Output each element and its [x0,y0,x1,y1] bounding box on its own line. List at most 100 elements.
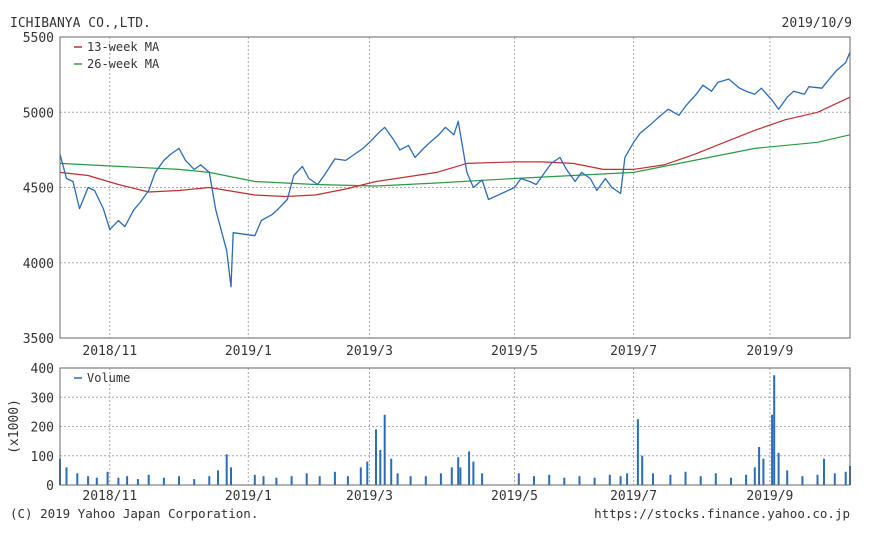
volume-bar [396,473,399,485]
volume-bar [593,477,596,485]
volume-bar [563,477,566,485]
volume-bar [208,476,211,485]
volume-bar [253,474,256,485]
volume-grid [60,368,850,485]
volume-bar [305,473,308,485]
volume-bar [178,476,180,485]
volume-bar [275,477,278,485]
volume-bar [459,467,462,485]
volume-y-tick-label: 100 [31,450,54,465]
price-x-tick-label: 2019/1 [225,344,272,359]
volume-bar [669,474,672,485]
price-y-tick-label: 5500 [23,31,54,46]
volume-frame [59,367,851,486]
volume-bar [76,473,79,485]
volume-bar [745,474,748,485]
volume-x-axis: 2018/11 2019/1 2019/3 2019/5 2019/7 2019/9 [82,489,793,504]
volume-bar [730,477,732,485]
volume-bar [468,451,471,485]
price-y-tick-label: 5000 [23,106,54,121]
volume-bar [758,447,761,485]
volume-bar [548,474,551,485]
volume-bar [379,449,382,485]
ma26-legend-label: 26-week MA [87,57,160,71]
volume-x-tick-label: 2019/1 [225,489,272,504]
price-series [59,51,851,288]
volume-legend: Volume [74,371,130,385]
ma13-line [59,96,851,198]
price-x-axis: 2018/11 2019/1 2019/3 2019/5 2019/7 2019/9 [82,344,793,359]
volume-bar [636,419,639,485]
volume-bar [457,457,460,485]
volume-bar [383,414,386,485]
volume-bar [533,476,535,485]
volume-y-tick-label: 0 [46,479,54,494]
volume-bar [409,476,412,485]
price-y-tick-label: 3500 [23,332,54,347]
volume-bar [126,476,129,485]
volume-bar [771,414,774,485]
as-of-date: 2019/10/9 [782,16,852,31]
volume-series [59,375,851,486]
volume-bar [844,471,847,485]
volume-bar [517,473,520,485]
volume-bar [95,477,98,485]
source-url: https://stocks.finance.yahoo.co.jp [594,506,850,521]
price-x-tick-label: 2019/9 [746,344,793,359]
volume-bar [773,375,776,485]
volume-bar [641,455,644,486]
volume-bar [87,476,90,485]
price-panel: 3500 4000 4500 5000 5500 2018/11 2019/1 2019/3… [23,31,851,359]
volume-bar [230,467,232,485]
price-y-tick-label: 4000 [23,257,54,272]
volume-bar [147,474,150,485]
volume-bar [472,461,475,485]
volume-bar [136,479,139,485]
volume-bar [481,473,484,485]
volume-bar [193,479,196,485]
volume-bar [608,474,611,485]
price-line [59,51,851,288]
volume-legend-label: Volume [87,371,130,385]
volume-bar [117,477,120,485]
volume-y-axis: 0 100 200 300 400 [31,362,54,494]
volume-bar [359,467,362,485]
volume-bar [801,476,804,485]
volume-bar [578,476,581,485]
volume-y-tick-label: 400 [31,362,54,377]
volume-bar [699,476,702,485]
price-y-tick-label: 4500 [23,182,54,197]
volume-y-axis-label: (x1000) [7,399,22,454]
volume-bar [106,471,109,485]
volume-bar [833,473,836,485]
volume-bar [162,477,165,485]
volume-bar [450,467,453,485]
volume-x-tick-label: 2019/3 [346,489,393,504]
volume-bar [439,473,442,485]
volume-y-tick-label: 300 [31,391,54,406]
volume-x-tick-label: 2019/9 [746,489,793,504]
copyright-text: (C) 2019 Yahoo Japan Corporation. [10,506,258,521]
volume-bar [290,476,293,485]
volume-bar [318,476,321,485]
company-name: ICHIBANYA CO.,LTD. [10,16,151,31]
ma13-legend-label: 13-week MA [87,40,160,54]
volume-bar [714,473,717,485]
volume-x-tick-label: 2019/5 [491,489,538,504]
volume-y-tick-label: 200 [31,421,54,436]
ma26-line [59,134,851,187]
volume-bar [217,470,219,485]
volume-bar [786,470,789,485]
price-legend: 13-week MA 26-week MA [74,40,160,71]
volume-bar [684,471,687,485]
volume-bar [777,452,780,485]
price-frame [59,36,851,339]
volume-bar [652,473,654,485]
price-x-tick-label: 2019/3 [346,344,393,359]
price-x-tick-label: 2018/11 [82,344,137,359]
volume-bar [753,467,756,485]
price-y-axis: 3500 4000 4500 5000 5500 [23,31,54,347]
volume-x-tick-label: 2019/7 [610,489,657,504]
volume-bar [823,458,825,485]
